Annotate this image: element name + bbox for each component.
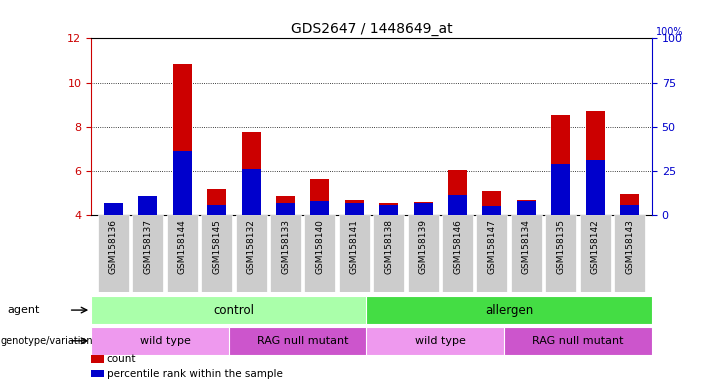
Bar [482, 191, 501, 215]
Bar [236, 215, 266, 292]
Bar [242, 132, 261, 215]
Bar [207, 189, 226, 215]
Bar [311, 179, 329, 215]
Bar [311, 201, 329, 215]
Text: RAG null mutant: RAG null mutant [257, 336, 348, 346]
Bar [91, 327, 239, 355]
Text: GSM158141: GSM158141 [350, 219, 359, 274]
Bar [367, 296, 652, 324]
Bar [345, 200, 364, 215]
Bar [551, 114, 570, 215]
Bar [373, 215, 404, 292]
Text: GSM158133: GSM158133 [281, 219, 290, 274]
Bar [104, 203, 123, 215]
Text: genotype/variation: genotype/variation [1, 336, 93, 346]
Bar [545, 215, 576, 292]
Text: agent: agent [7, 305, 39, 315]
Bar [580, 215, 611, 292]
Bar [551, 164, 570, 215]
Bar [408, 215, 439, 292]
Text: GSM158134: GSM158134 [522, 219, 531, 274]
Bar [448, 170, 467, 215]
Bar [104, 210, 123, 215]
Bar [167, 215, 198, 292]
Bar [614, 215, 645, 292]
Bar [586, 111, 605, 215]
Text: GSM158132: GSM158132 [247, 219, 256, 274]
Text: GSM158146: GSM158146 [453, 219, 462, 274]
Text: GSM158139: GSM158139 [418, 219, 428, 274]
Text: count: count [107, 354, 136, 364]
Bar [620, 194, 639, 215]
Text: GSM158140: GSM158140 [315, 219, 325, 274]
Bar [379, 203, 398, 215]
Bar [201, 215, 232, 292]
Text: control: control [213, 304, 254, 316]
Bar [414, 202, 433, 215]
Text: 100%: 100% [656, 27, 683, 37]
Text: GSM158142: GSM158142 [591, 219, 599, 274]
Bar [91, 296, 376, 324]
Bar [442, 215, 473, 292]
Bar [304, 215, 335, 292]
Text: RAG null mutant: RAG null mutant [532, 336, 624, 346]
Text: GSM158143: GSM158143 [625, 219, 634, 274]
Text: allergen: allergen [485, 304, 533, 316]
Title: GDS2647 / 1448649_at: GDS2647 / 1448649_at [291, 22, 452, 36]
Bar [517, 200, 536, 215]
Text: percentile rank within the sample: percentile rank within the sample [107, 369, 283, 379]
Bar [276, 196, 295, 215]
Bar [477, 215, 508, 292]
Text: GSM158145: GSM158145 [212, 219, 222, 274]
Bar [586, 160, 605, 215]
Bar [229, 327, 376, 355]
Bar [98, 215, 129, 292]
Bar [132, 215, 163, 292]
Bar [511, 215, 542, 292]
Bar [345, 203, 364, 215]
Bar [207, 205, 226, 215]
Bar [367, 327, 515, 355]
Text: wild type: wild type [415, 336, 465, 346]
Bar [242, 169, 261, 215]
Text: wild type: wild type [139, 336, 191, 346]
Bar [448, 195, 467, 215]
Bar [138, 201, 157, 215]
Bar [504, 327, 652, 355]
Text: GSM158135: GSM158135 [557, 219, 565, 274]
Bar [276, 203, 295, 215]
Text: GSM158147: GSM158147 [487, 219, 496, 274]
Text: GSM158144: GSM158144 [178, 219, 186, 274]
Bar [620, 205, 639, 215]
Text: GSM158136: GSM158136 [109, 219, 118, 274]
Text: GSM158138: GSM158138 [384, 219, 393, 274]
Bar [270, 215, 301, 292]
Bar [339, 215, 370, 292]
Bar [517, 201, 536, 215]
Bar [173, 64, 192, 215]
Bar [138, 196, 157, 215]
Bar [414, 203, 433, 215]
Bar [482, 206, 501, 215]
Bar [173, 151, 192, 215]
Bar [379, 205, 398, 215]
Text: GSM158137: GSM158137 [144, 219, 152, 274]
